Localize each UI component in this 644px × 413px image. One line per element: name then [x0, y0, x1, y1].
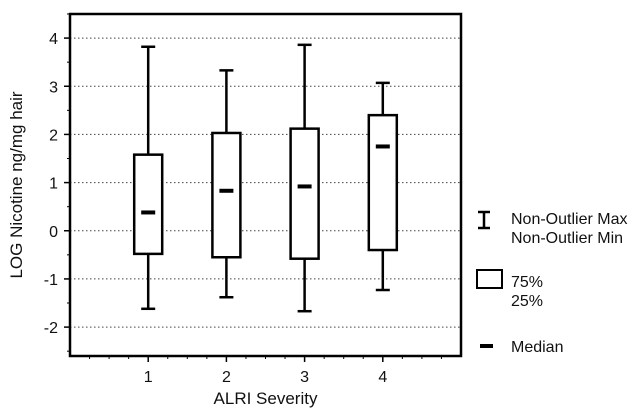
y-tick-label: 2 [49, 127, 58, 144]
y-tick-label: 0 [49, 224, 58, 241]
legend-box-upper-label: 75% [511, 274, 543, 291]
box-group [211, 69, 242, 299]
iqr-box [289, 127, 320, 260]
x-tick-label: 3 [300, 369, 309, 386]
box-group [132, 45, 164, 311]
iqr-box [132, 153, 164, 256]
legend-whisker-max-label: Non-Outlier Max [511, 211, 627, 228]
legend-box-lower-label: 25% [511, 293, 543, 310]
x-axis: 1 2 3 4 [89, 356, 442, 386]
y-tick-label: -2 [44, 320, 58, 337]
legend-whisker-min-label: Non-Outlier Min [511, 230, 623, 247]
legend: Non-Outlier Max Non-Outlier Min 75% 25% … [476, 210, 627, 356]
x-axis-label: ALRI Severity [214, 389, 318, 408]
x-tick-label: 4 [378, 369, 387, 386]
boxes [132, 43, 399, 313]
y-tick-label: -1 [44, 272, 58, 289]
legend-median-label: Median [511, 339, 563, 356]
plot-frame [68, 12, 463, 358]
grid-lines [70, 37, 461, 328]
y-tick-label: 1 [49, 176, 58, 193]
box-group [289, 43, 320, 313]
y-axis-label: LOG Nicotine ng/mg hair [7, 91, 26, 278]
x-tick-label: 2 [222, 369, 231, 386]
iqr-box [211, 131, 242, 259]
box-group [367, 81, 399, 292]
y-tick-label: 4 [49, 31, 58, 48]
legend-box-icon [476, 269, 503, 289]
legend-whisker-icon [478, 210, 490, 230]
y-tick-label: 3 [49, 79, 58, 96]
iqr-box [367, 113, 399, 252]
x-tick-label: 1 [144, 369, 153, 386]
y-axis: -2 -1 0 1 2 3 4 [44, 13, 70, 352]
